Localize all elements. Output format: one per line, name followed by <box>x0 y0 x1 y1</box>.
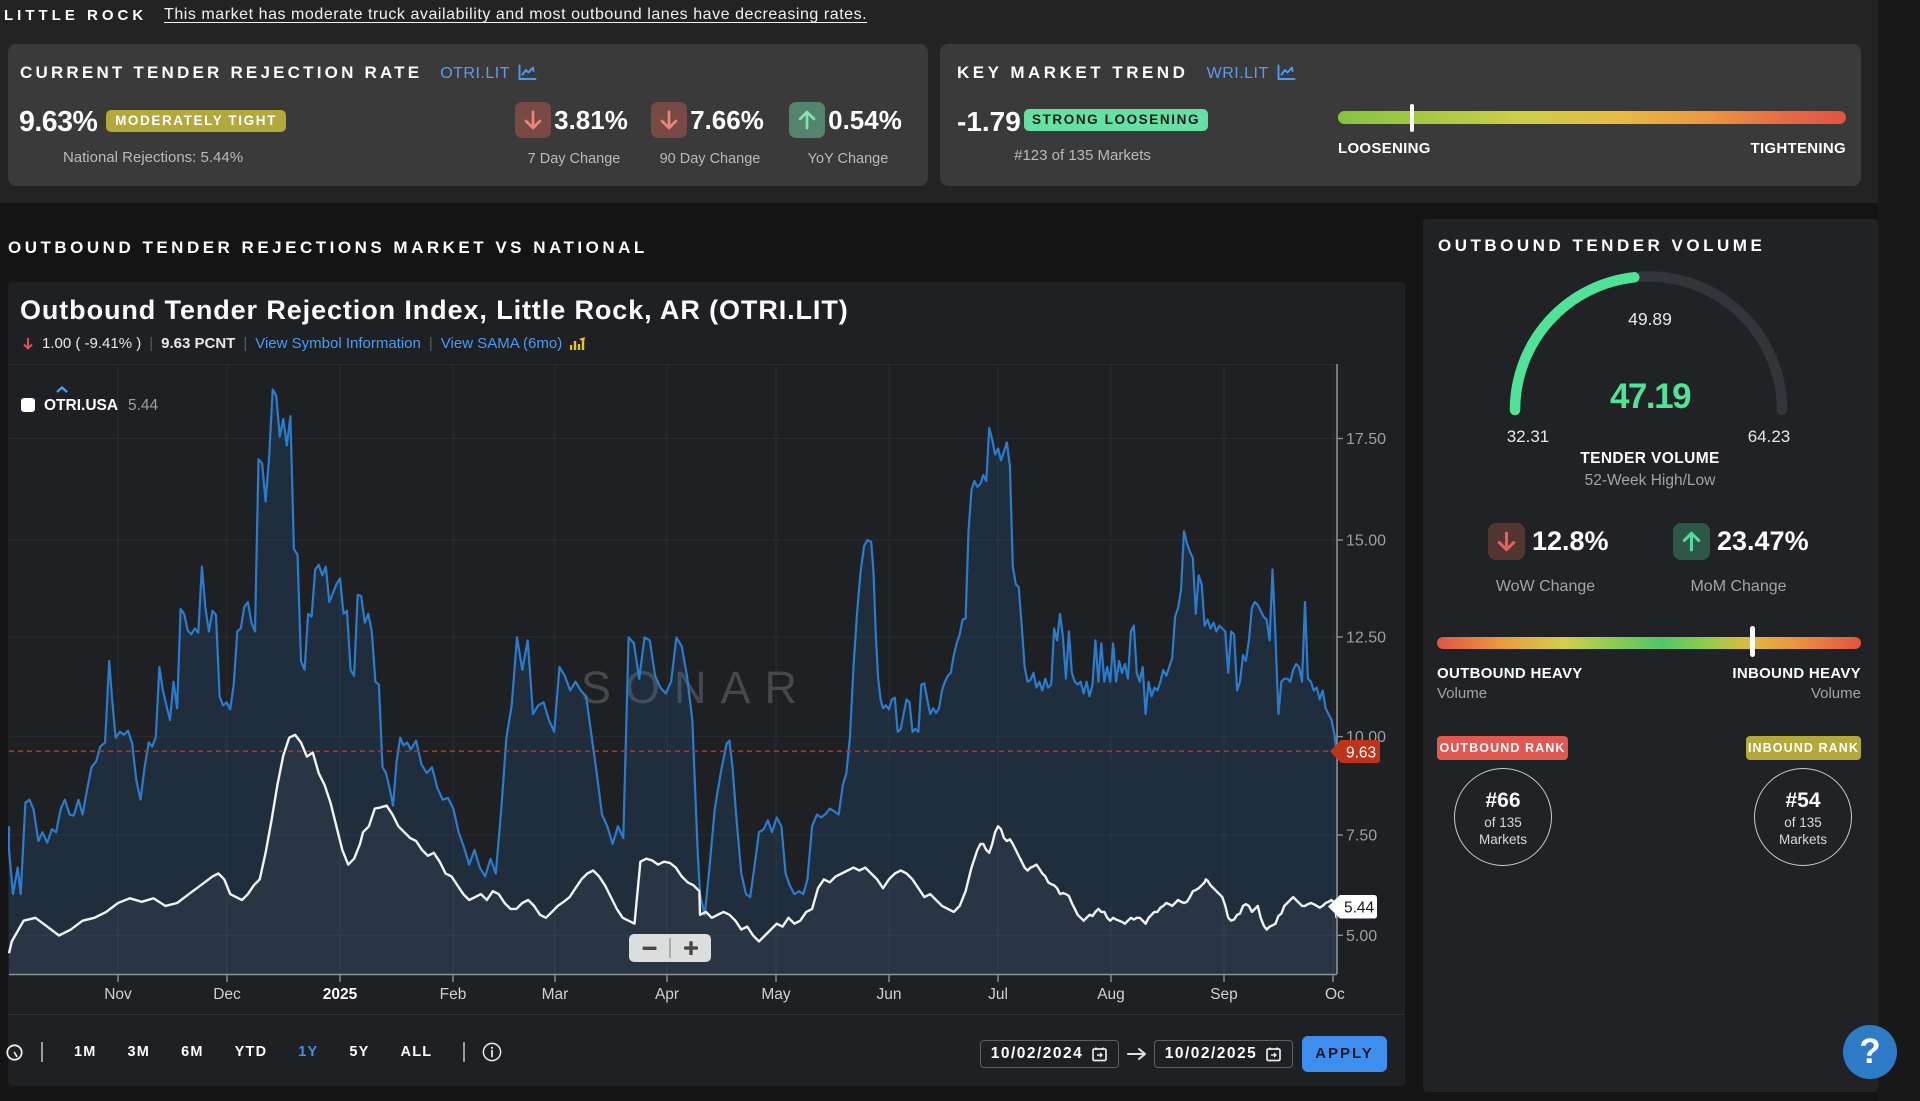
svg-text:7.50: 7.50 <box>1346 828 1377 845</box>
svg-text:Apr: Apr <box>655 986 679 1003</box>
svg-text:Jul: Jul <box>988 986 1008 1003</box>
svg-text:5.00: 5.00 <box>1346 928 1377 945</box>
svg-text:SONAR: SONAR <box>581 662 811 713</box>
svg-text:12.50: 12.50 <box>1346 630 1386 647</box>
svg-text:2025: 2025 <box>323 986 358 1003</box>
svg-text:Oc: Oc <box>1325 986 1345 1003</box>
svg-text:Mar: Mar <box>542 986 569 1003</box>
svg-text:May: May <box>761 986 791 1003</box>
svg-text:Aug: Aug <box>1097 986 1125 1003</box>
svg-text:5.44: 5.44 <box>1344 900 1375 917</box>
svg-text:Feb: Feb <box>440 986 467 1003</box>
svg-text:Jun: Jun <box>877 986 902 1003</box>
svg-text:Dec: Dec <box>213 986 241 1003</box>
svg-text:17.50: 17.50 <box>1346 431 1386 448</box>
svg-text:15.00: 15.00 <box>1346 533 1386 550</box>
svg-text:9.63: 9.63 <box>1346 745 1376 762</box>
svg-text:Sep: Sep <box>1210 986 1238 1003</box>
svg-text:Nov: Nov <box>104 986 132 1003</box>
